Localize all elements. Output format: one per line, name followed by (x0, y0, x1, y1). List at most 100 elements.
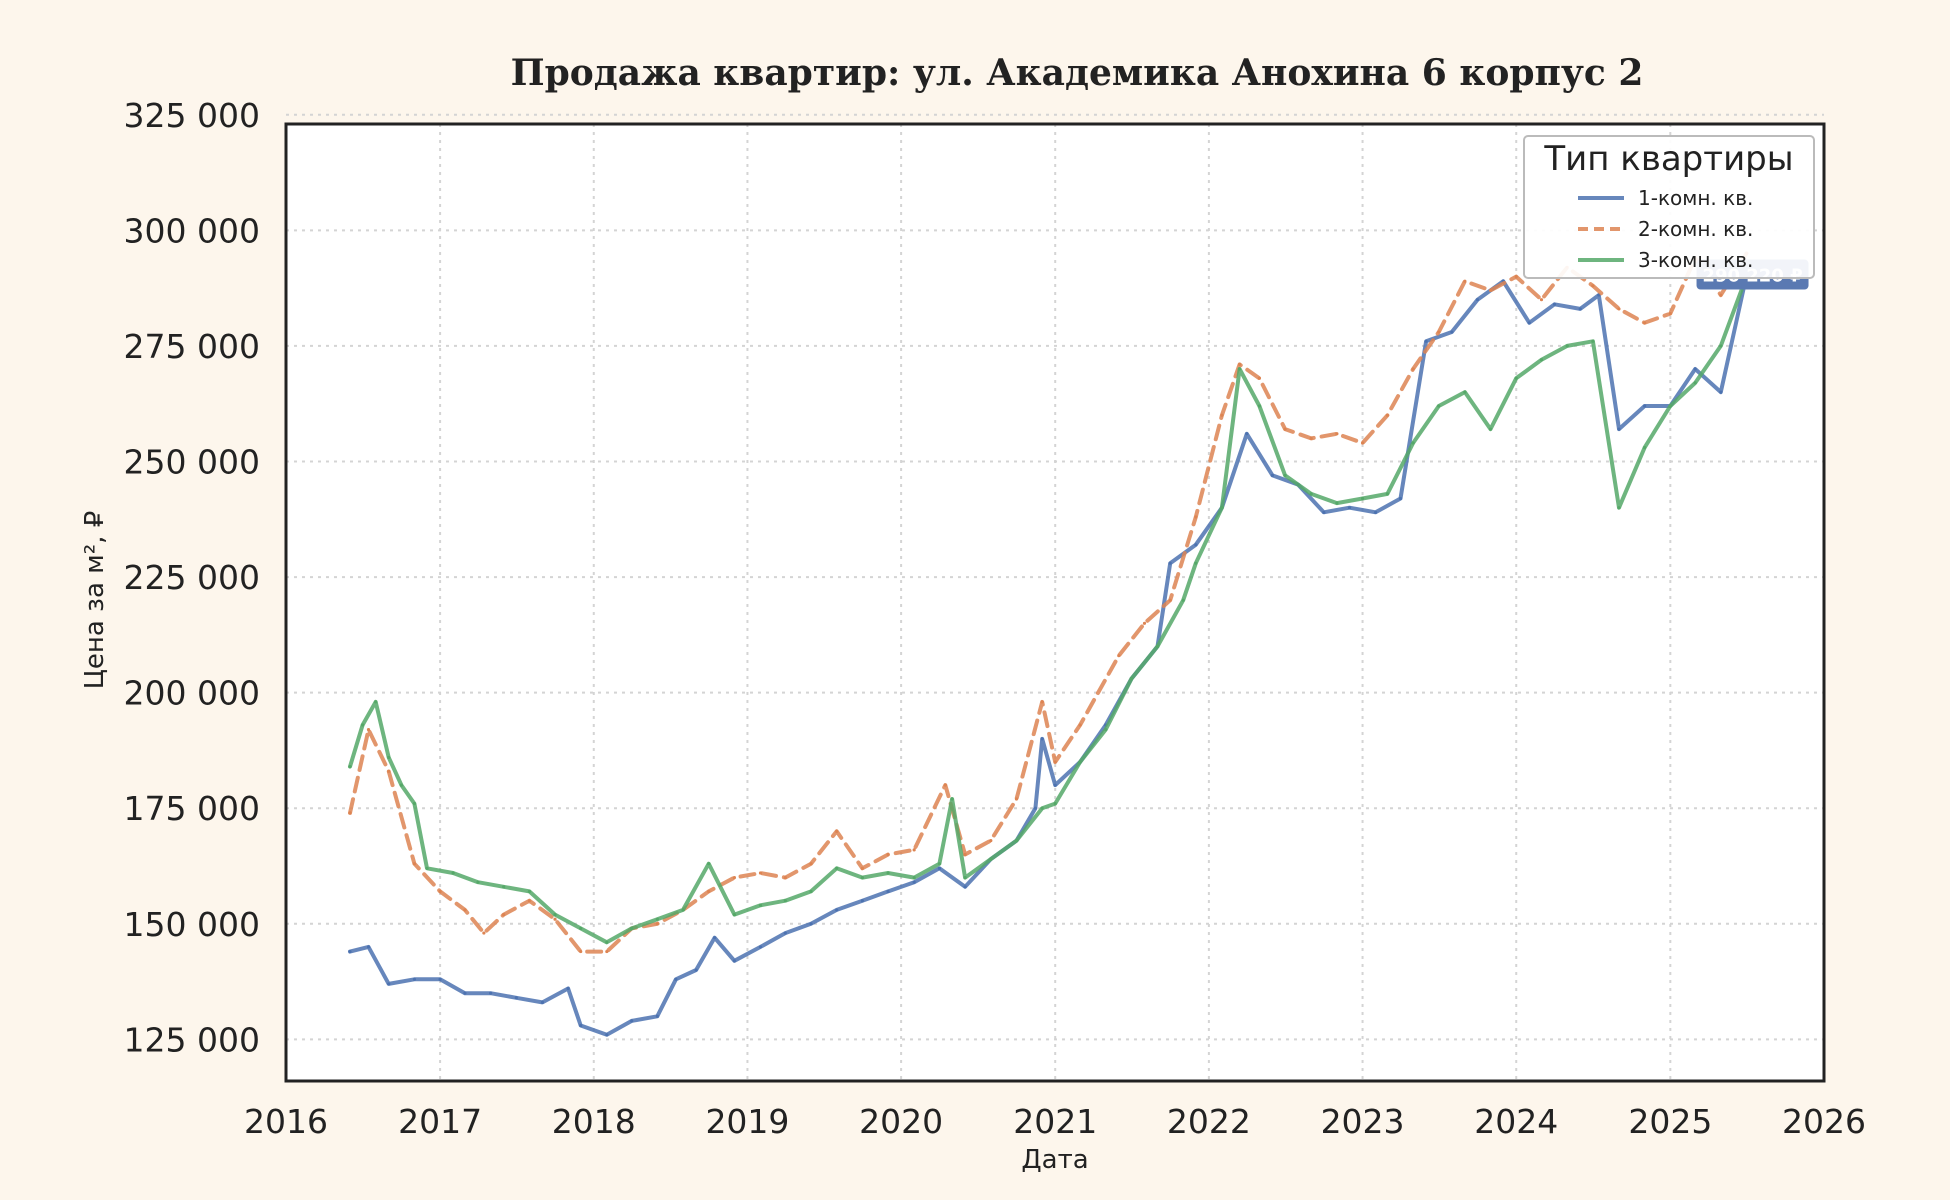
data-point-2 (553, 917, 557, 921)
data-point-1 (412, 977, 417, 981)
data-point-3 (1078, 760, 1082, 764)
data-point-1 (1194, 543, 1198, 547)
data-point-3 (1309, 492, 1313, 496)
data-point-1 (963, 885, 967, 889)
x-tick-label: 2026 (1782, 1102, 1866, 1141)
data-point-1 (758, 945, 763, 949)
x-tick-label: 2022 (1167, 1102, 1251, 1141)
data-point-3 (630, 926, 634, 931)
data-point-3 (1220, 506, 1224, 510)
data-point-1 (1168, 561, 1172, 565)
y-tick-label: 300 000 (124, 211, 260, 250)
x-tick-label: 2021 (1013, 1102, 1097, 1141)
x-tick-label: 2019 (705, 1102, 789, 1141)
data-point-2 (1117, 654, 1121, 658)
legend-label-3: 3-комн. кв. (1638, 248, 1753, 272)
data-point-3 (1104, 728, 1108, 732)
data-point-3 (1617, 506, 1621, 510)
data-point-1 (1475, 298, 1480, 302)
data-point-3 (989, 857, 993, 861)
data-point-3 (1194, 561, 1198, 565)
data-point-3 (1053, 802, 1057, 806)
data-point-1 (937, 866, 942, 870)
x-tick-label: 2018 (552, 1102, 636, 1141)
data-point-1 (860, 899, 864, 903)
data-point-2 (912, 848, 916, 852)
data-point-2 (943, 783, 947, 787)
y-axis-ticks: 125 000 150 000 175 000 200 000 225 000 250 0… (124, 96, 260, 1060)
data-point-3 (950, 797, 954, 801)
data-point-2 (758, 871, 763, 875)
data-point-3 (1488, 427, 1493, 431)
data-point-2 (835, 829, 839, 833)
data-point-2 (605, 949, 609, 954)
data-point-2 (438, 889, 442, 894)
data-point-2 (482, 931, 486, 935)
data-point-2 (1238, 362, 1242, 367)
data-point-2 (1078, 723, 1082, 727)
data-point-1 (366, 945, 371, 949)
data-point-2 (1014, 797, 1019, 801)
data-point-3 (1257, 404, 1262, 408)
x-axis-label: Дата (1021, 1145, 1088, 1175)
plot-area (286, 124, 1824, 1081)
data-point-2 (1309, 436, 1313, 440)
data-point-2 (1053, 760, 1057, 764)
data-point-3 (399, 783, 403, 787)
data-point-2 (860, 866, 864, 870)
data-point-2 (1719, 293, 1723, 297)
data-point-3 (1411, 441, 1415, 445)
y-tick-label: 275 000 (124, 327, 260, 366)
data-point-3 (1360, 496, 1365, 501)
data-point-3 (361, 723, 365, 727)
y-axis-label: Цена за м², ₽ (80, 511, 110, 690)
data-point-2 (1643, 321, 1647, 325)
legend-label-2: 2-комн. кв. (1638, 217, 1753, 241)
data-point-3 (605, 940, 609, 944)
data-point-3 (1668, 404, 1672, 408)
data-point-1 (579, 1023, 583, 1028)
data-point-3 (1335, 501, 1339, 505)
y-tick-label: 225 000 (124, 558, 260, 597)
data-point-2 (886, 852, 890, 857)
legend-label-1: 1-комн. кв. (1638, 186, 1753, 210)
data-point-1 (438, 977, 442, 981)
data-point-3 (707, 862, 711, 866)
data-point-3 (1014, 838, 1019, 843)
data-point-2 (463, 908, 467, 912)
chart-title: Продажа квартир: ул. Академика Анохина 6… (511, 52, 1644, 94)
data-point-3 (348, 765, 352, 769)
legend-title: Тип квартиры (1543, 139, 1793, 179)
data-point-1 (540, 1000, 545, 1005)
data-point-3 (1437, 404, 1441, 408)
data-point-1 (1398, 496, 1403, 501)
data-point-3 (527, 889, 531, 894)
data-point-3 (476, 880, 480, 884)
data-point-1 (1424, 339, 1428, 343)
data-point-2 (1257, 376, 1262, 380)
data-point-1 (1374, 510, 1378, 514)
data-point-1 (694, 968, 698, 972)
data-point-3 (1514, 376, 1518, 380)
data-point-1 (1347, 506, 1352, 510)
data-point-3 (1719, 344, 1723, 348)
data-point-1 (387, 982, 391, 986)
data-point-3 (809, 889, 813, 894)
data-point-2 (1040, 700, 1044, 704)
data-point-2 (366, 728, 371, 732)
data-point-1 (348, 949, 352, 954)
data-point-2 (387, 769, 391, 773)
data-point-2 (1385, 413, 1389, 417)
data-point-3 (579, 926, 583, 931)
data-point-3 (937, 862, 942, 866)
data-point-2 (412, 862, 417, 866)
data-point-3 (1129, 677, 1134, 681)
data-point-3 (425, 866, 429, 870)
data-point-3 (886, 871, 890, 875)
data-point-3 (1539, 358, 1544, 362)
data-point-3 (502, 885, 506, 889)
data-point-1 (605, 1033, 609, 1037)
series-line-1 (348, 273, 1749, 1037)
data-point-1 (713, 936, 717, 940)
legend-box (1523, 135, 1815, 279)
